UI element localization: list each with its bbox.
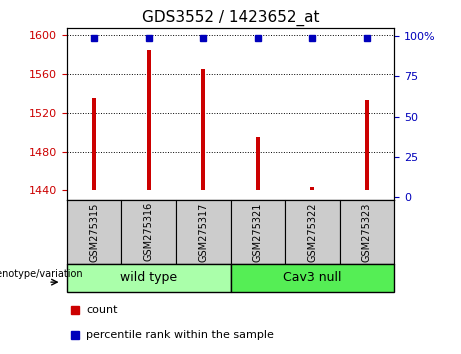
Text: GSM275316: GSM275316 [144, 202, 154, 262]
Bar [201, 69, 205, 190]
Text: genotype/variation: genotype/variation [0, 269, 83, 279]
Text: GSM275322: GSM275322 [307, 202, 317, 262]
Bar [256, 137, 260, 190]
Bar [67, 264, 230, 292]
Text: GSM275315: GSM275315 [89, 202, 99, 262]
Bar [340, 200, 394, 264]
Text: GSM275321: GSM275321 [253, 202, 263, 262]
Bar [121, 200, 176, 264]
Bar [67, 200, 121, 264]
Text: GSM275323: GSM275323 [362, 202, 372, 262]
Bar [230, 264, 394, 292]
Text: wild type: wild type [120, 272, 177, 284]
Text: count: count [86, 305, 118, 315]
Text: percentile rank within the sample: percentile rank within the sample [86, 330, 274, 339]
Bar [285, 200, 340, 264]
Text: GSM275317: GSM275317 [198, 202, 208, 262]
Text: Cav3 null: Cav3 null [283, 272, 342, 284]
Title: GDS3552 / 1423652_at: GDS3552 / 1423652_at [142, 9, 319, 25]
Bar [310, 187, 314, 190]
Bar [92, 98, 96, 190]
Bar [230, 200, 285, 264]
Bar [176, 200, 230, 264]
Bar [147, 50, 151, 190]
Bar [365, 100, 369, 190]
